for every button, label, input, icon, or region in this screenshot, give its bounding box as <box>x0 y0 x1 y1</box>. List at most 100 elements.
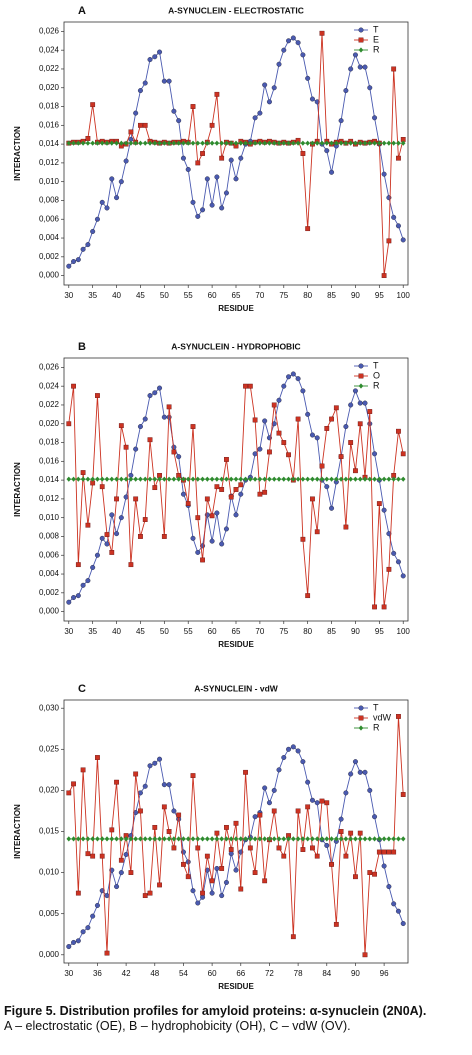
point <box>95 393 100 398</box>
point <box>291 836 296 842</box>
point <box>94 552 100 558</box>
y-tick-label: 0,010 <box>39 177 60 186</box>
legend-label: T <box>373 24 379 34</box>
point <box>233 487 239 492</box>
point <box>243 476 248 482</box>
point <box>109 512 115 518</box>
point <box>142 836 148 842</box>
point <box>204 496 210 502</box>
point <box>114 884 120 890</box>
point <box>348 830 354 836</box>
point <box>152 760 158 766</box>
point <box>195 836 201 842</box>
point <box>95 755 100 760</box>
point <box>195 213 201 219</box>
point <box>386 238 392 244</box>
series-line <box>68 716 404 955</box>
x-tick-label: 50 <box>160 291 169 300</box>
x-tick-label: 78 <box>294 969 303 978</box>
y-tick-label: 0,016 <box>39 120 60 129</box>
point <box>329 416 334 422</box>
point <box>75 593 81 599</box>
point <box>114 496 119 502</box>
x-tick-label: 55 <box>184 627 193 636</box>
point <box>372 871 377 877</box>
point <box>118 423 124 429</box>
point <box>162 836 167 842</box>
point <box>142 783 148 789</box>
point <box>80 476 86 482</box>
point <box>128 140 134 146</box>
point <box>314 140 320 146</box>
point <box>209 878 215 884</box>
point <box>114 531 120 537</box>
point <box>357 769 363 775</box>
point <box>223 526 229 532</box>
x-tick-label: 35 <box>88 627 97 636</box>
point <box>305 411 311 417</box>
point <box>80 767 86 773</box>
point <box>262 418 268 424</box>
point <box>381 476 387 482</box>
y-tick-label: 0,015 <box>39 827 60 836</box>
point <box>343 853 349 859</box>
point <box>367 85 373 91</box>
point <box>252 870 258 875</box>
point <box>252 451 258 457</box>
x-tick-label: 50 <box>160 627 169 636</box>
point <box>329 836 334 842</box>
point <box>123 140 129 146</box>
point <box>271 140 277 146</box>
point <box>190 535 196 541</box>
point <box>281 476 287 482</box>
point <box>338 454 344 460</box>
point <box>362 400 368 406</box>
point <box>257 110 263 116</box>
point <box>286 374 292 380</box>
point <box>133 476 138 482</box>
point <box>310 845 315 851</box>
point <box>396 155 401 161</box>
point <box>276 61 282 67</box>
point <box>200 207 206 213</box>
x-tick-label: 75 <box>279 627 288 636</box>
point <box>99 535 105 541</box>
point <box>157 882 162 888</box>
point <box>181 140 186 146</box>
point <box>75 938 81 944</box>
point <box>276 476 282 482</box>
point <box>300 52 306 58</box>
point <box>381 849 387 855</box>
point <box>195 515 201 521</box>
y-axis-label: INTERACTION <box>13 126 22 181</box>
point <box>266 99 272 105</box>
point <box>343 476 349 482</box>
point <box>352 52 358 58</box>
point <box>114 195 120 201</box>
point <box>367 476 373 482</box>
y-tick-label: 0,002 <box>39 588 60 597</box>
point <box>147 476 153 482</box>
point <box>128 476 134 482</box>
point <box>238 140 244 146</box>
point <box>305 804 311 810</box>
point <box>228 140 234 146</box>
point <box>319 798 325 804</box>
point <box>324 800 330 806</box>
point <box>343 790 349 796</box>
y-tick-label: 0,010 <box>39 513 60 522</box>
point <box>267 836 272 842</box>
point <box>209 513 215 519</box>
point <box>357 140 363 146</box>
point <box>99 140 105 146</box>
point <box>309 797 315 803</box>
point <box>295 808 301 814</box>
point <box>305 836 310 842</box>
point <box>85 242 91 248</box>
point <box>381 836 387 842</box>
x-tick-label: 30 <box>64 627 73 636</box>
point <box>176 812 182 818</box>
x-tick-label: 95 <box>375 627 384 636</box>
point <box>195 900 201 906</box>
point <box>353 836 358 842</box>
